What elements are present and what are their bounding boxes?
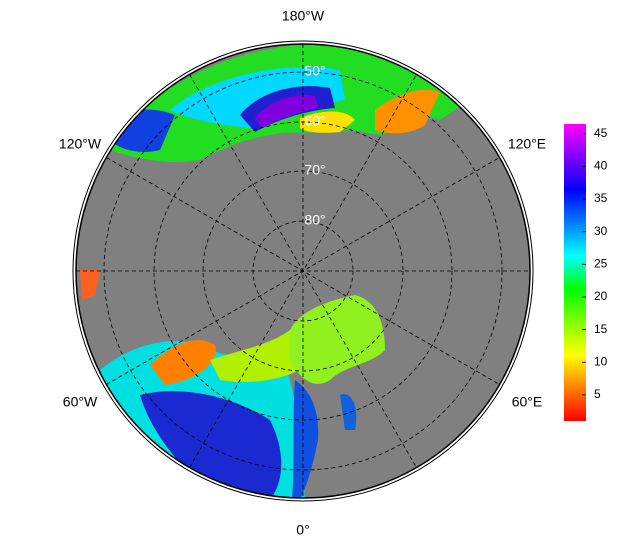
lon-label: 180°W (282, 8, 325, 24)
field-pacific-purple (255, 94, 318, 128)
field-pacific-cyan (170, 66, 345, 128)
field-okhotsk (300, 111, 355, 133)
colorbar-tick-label: 20 (594, 289, 608, 303)
colorbar-gradient (564, 124, 586, 421)
colorbar-tick-label: 25 (594, 257, 608, 271)
colorbar: 5 10 15 20 25 30 35 40 45 (564, 124, 608, 421)
graticule (76, 44, 530, 498)
field-labrador (150, 340, 216, 385)
lon-label: 0° (296, 522, 309, 538)
colorbar-tick-label: 45 (594, 126, 608, 140)
map-border (75, 43, 531, 499)
field-baltic (340, 394, 357, 430)
lat-label: 70° (304, 162, 325, 178)
lon-label: 120°W (59, 136, 102, 152)
lat-label: 80° (304, 212, 325, 228)
field-japan-sea (375, 89, 440, 134)
colorbar-tick-label: 40 (594, 159, 608, 173)
field-greenland-sea (210, 330, 300, 382)
field-atlantic-blue (140, 391, 282, 498)
lat-label: 50° (304, 63, 325, 79)
colorbar-tick-label: 10 (594, 354, 608, 368)
colorbar-tick-label: 15 (594, 322, 608, 336)
lon-label: 60°W (63, 394, 98, 410)
lat-label: 60° (304, 113, 325, 129)
field-barents (290, 295, 385, 384)
map-area (76, 44, 530, 498)
map-border-outer (72, 40, 534, 502)
colorbar-tick-label: 5 (594, 387, 601, 401)
colorbar-tick-label: 30 (594, 224, 608, 238)
colorbar-tick-label: 35 (594, 191, 608, 205)
field-hudson (80, 270, 100, 300)
lon-label: 120°E (508, 136, 546, 152)
lon-label: 60°E (512, 394, 543, 410)
